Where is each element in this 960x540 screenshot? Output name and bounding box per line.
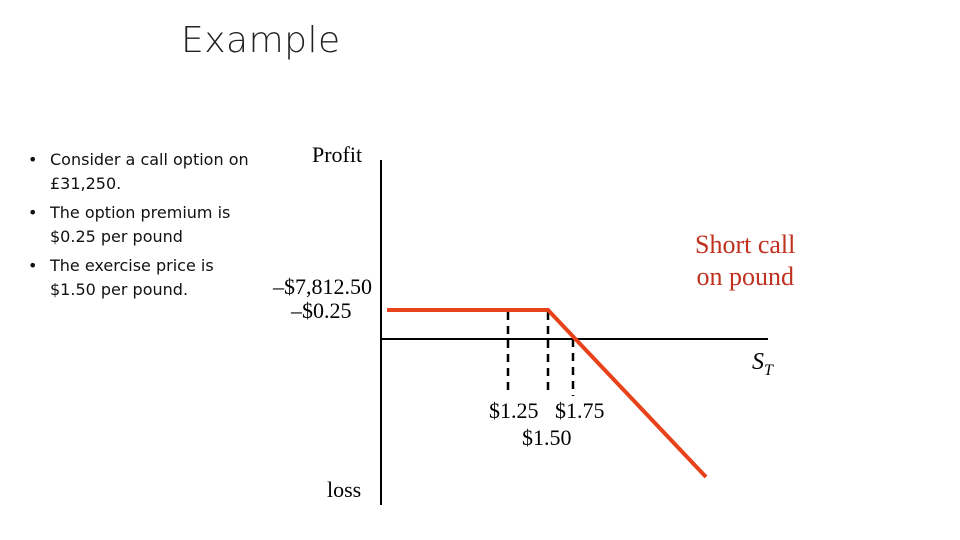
strike-high-label: $1.75 xyxy=(555,398,605,423)
bullet-dot: • xyxy=(28,150,38,169)
bullet-item: • The exercise price is $1.50 per pound. xyxy=(28,254,258,302)
bullet-item: • The option premium is $0.25 per pound xyxy=(28,201,258,249)
bullet-dot: • xyxy=(28,203,38,222)
bullet-text: Consider a call option on £31,250. xyxy=(50,150,249,193)
position-label: Short call on pound xyxy=(695,229,795,293)
strike-low-label: $1.25 xyxy=(489,398,539,423)
loss-label: loss xyxy=(327,477,362,502)
strike-mid-label: $1.50 xyxy=(522,425,572,450)
premium-per-unit-label: –$0.25 xyxy=(291,298,352,323)
bullet-list: • Consider a call option on £31,250. • The… xyxy=(28,148,258,307)
short-call-payoff-line xyxy=(387,308,708,479)
bullet-item: • Consider a call option on £31,250. xyxy=(28,148,258,196)
bullet-dot: • xyxy=(28,256,38,275)
x-axis-label: ST xyxy=(752,349,773,380)
x-axis-label-main: S xyxy=(752,349,764,375)
bullet-text: The option premium is $0.25 per pound xyxy=(50,203,231,246)
position-label-line2: on pound xyxy=(696,262,794,291)
premium-total-label: –$7,812.50 xyxy=(273,274,372,299)
bullet-text: The exercise price is $1.50 per pound. xyxy=(50,256,214,299)
profit-label: Profit xyxy=(312,142,363,167)
position-label-line1: Short call xyxy=(695,230,796,259)
x-axis-label-subscript: T xyxy=(764,361,773,379)
slide-title: Example xyxy=(181,20,341,61)
